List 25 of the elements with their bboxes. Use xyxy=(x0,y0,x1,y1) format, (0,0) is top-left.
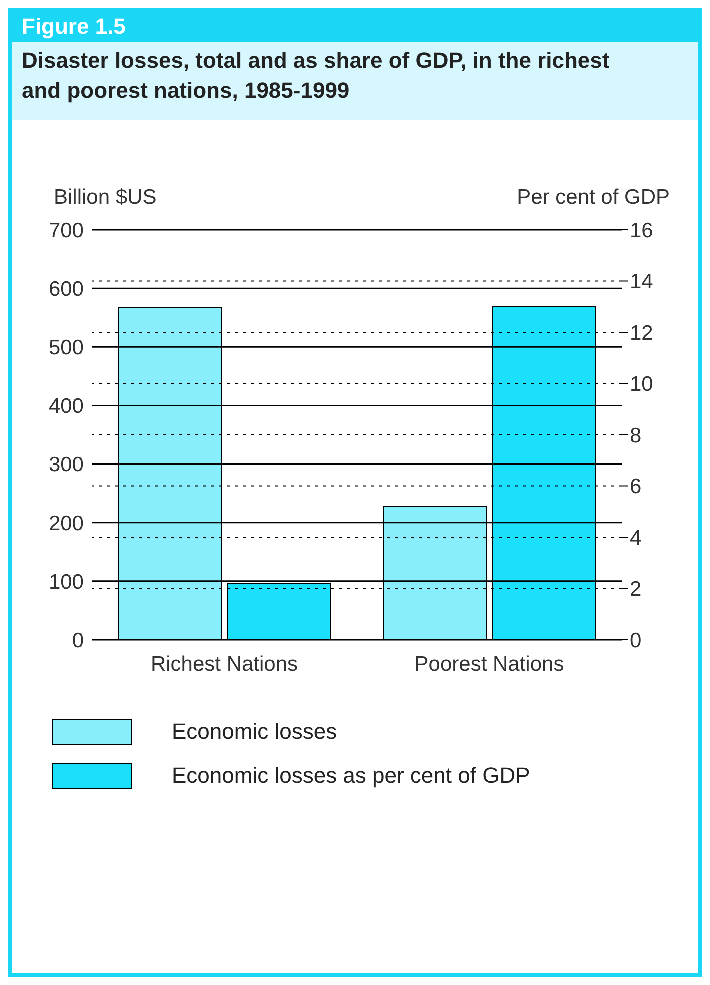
y-tick-label: 500 xyxy=(48,336,84,360)
y-tick-label: 400 xyxy=(48,395,84,418)
y2-tick-label: 14 xyxy=(630,270,654,294)
y2-tick-label: 10 xyxy=(630,373,654,396)
x-tick-label: Poorest Nations xyxy=(414,652,564,676)
y-tick-label: 600 xyxy=(48,278,84,302)
y2-tick-label: 2 xyxy=(630,578,642,602)
y2-tick-label: 4 xyxy=(630,526,642,550)
y-tick-label: 0 xyxy=(72,629,84,652)
y2-tick-label: 12 xyxy=(630,322,654,345)
y2-tick-label: 16 xyxy=(630,219,654,242)
y2-tick-label: 0 xyxy=(630,629,642,652)
legend-label: Economic losses as per cent of GDP xyxy=(172,763,530,789)
y-tick-label: 100 xyxy=(48,570,84,594)
legend-label: Economic losses xyxy=(172,719,338,745)
y2-axis-title: Per cent of GDP xyxy=(517,186,670,210)
x-tick-label: Richest Nations xyxy=(150,652,298,676)
y-tick-label: 700 xyxy=(48,219,84,242)
y-tick-label: 300 xyxy=(48,454,84,477)
chart-subtitle: Disaster losses, total and as share of GDP, in the richest and poorest nations, 1985-1999 xyxy=(12,42,698,120)
y2-tick-label: 6 xyxy=(630,476,642,499)
chart-title: Figure 1.5 xyxy=(12,12,698,42)
y-axis-title: Billion $US xyxy=(54,186,157,210)
y-tick-label: 200 xyxy=(48,512,84,536)
y2-tick-label: 8 xyxy=(630,424,642,448)
